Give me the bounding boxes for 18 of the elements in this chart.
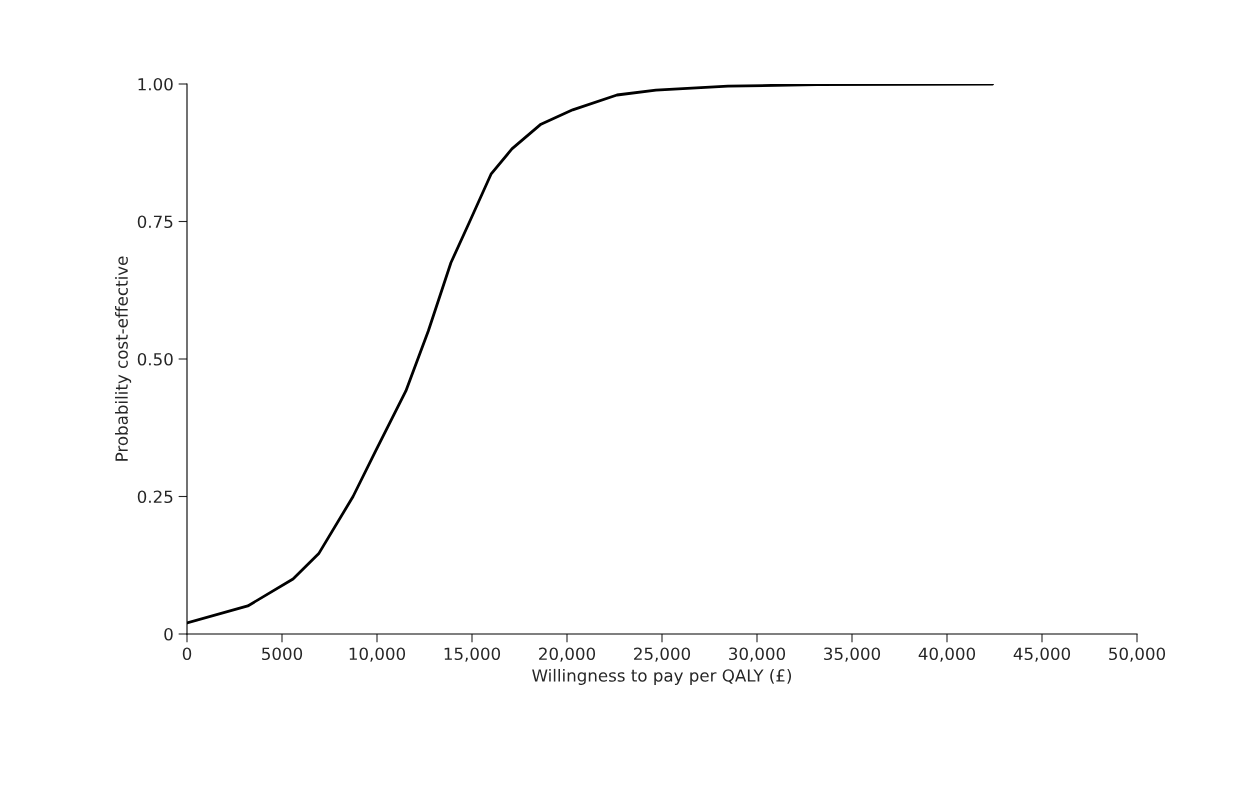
- x-tick-label: 20,000: [539, 647, 596, 662]
- y-tick-label: 0: [164, 627, 173, 641]
- x-tick-label: 45,000: [1013, 647, 1071, 662]
- x-tick-label: 50,000: [1109, 647, 1166, 662]
- x-tick-label: 30,000: [729, 647, 786, 662]
- x-tick-label: 0: [182, 647, 192, 661]
- y-tick-label: 0.25: [137, 490, 173, 504]
- x-tick-label: 5000: [262, 647, 303, 661]
- x-tick-label: 40,000: [918, 647, 976, 662]
- y-axis-title: Probability cost-effective: [115, 256, 132, 461]
- x-tick-label: 35,000: [824, 647, 881, 662]
- y-tick-label: 0.50: [137, 352, 173, 366]
- x-tick-label: 15,000: [444, 647, 501, 662]
- y-tick-label: 1.00: [138, 77, 173, 91]
- x-tick-label: 10,000: [349, 647, 406, 662]
- x-axis-title: Willingness to pay per QALY (£): [532, 668, 792, 686]
- y-tick-label: 0.75: [137, 215, 173, 229]
- x-tick-label: 25,000: [634, 647, 691, 662]
